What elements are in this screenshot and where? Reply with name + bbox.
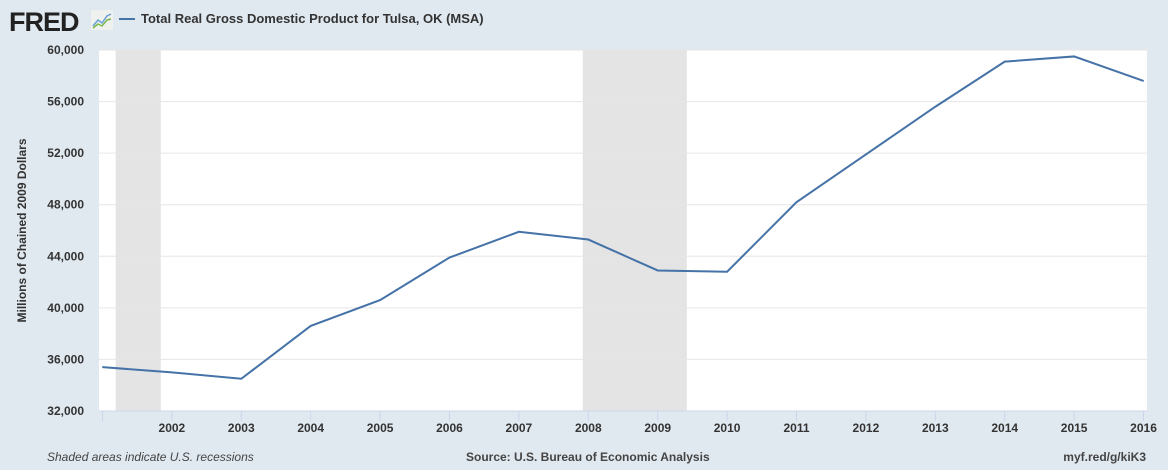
data-point <box>796 201 798 203</box>
recession-note: Shaded areas indicate U.S. recessions <box>47 450 254 464</box>
y-tick-label: 56,000 <box>47 95 84 109</box>
series-line <box>102 55 1144 380</box>
x-tick-label: 2004 <box>297 421 324 435</box>
x-tick-label: 2013 <box>922 421 949 435</box>
fred-chart-logo-icon <box>91 10 113 30</box>
y-tick-label: 36,000 <box>47 352 84 366</box>
x-tick-label: 2016 <box>1130 421 1157 435</box>
legend-label: Total Real Gross Domestic Product for Tu… <box>141 11 484 26</box>
data-point <box>448 257 450 259</box>
data-point <box>587 239 589 241</box>
y-tick-label: 52,000 <box>47 146 84 160</box>
y-tick-label: 60,000 <box>47 43 84 57</box>
recession-band <box>115 50 161 411</box>
data-point <box>1073 55 1075 57</box>
fred-logo[interactable]: FRED <box>9 7 79 37</box>
data-point <box>657 269 659 271</box>
x-tick-label: 2007 <box>506 421 533 435</box>
data-point <box>934 106 936 108</box>
legend-swatch <box>119 17 135 20</box>
x-tick-label: 2012 <box>853 421 880 435</box>
source-note: Source: U.S. Bureau of Economic Analysis <box>466 450 710 464</box>
data-point <box>310 325 312 327</box>
data-point <box>518 231 520 233</box>
data-point <box>240 378 242 380</box>
y-axis-label: Millions of Chained 2009 Dollars <box>15 138 29 322</box>
data-point <box>865 153 867 155</box>
x-tick-label: 2009 <box>644 421 671 435</box>
data-point <box>379 299 381 301</box>
recession-band <box>582 50 687 411</box>
data-point <box>171 371 173 373</box>
y-tick-label: 44,000 <box>47 249 84 263</box>
data-point <box>1143 80 1145 82</box>
y-tick-label: 32,000 <box>47 404 84 418</box>
x-tick-label: 2011 <box>783 421 809 435</box>
data-point <box>726 271 728 273</box>
data-point <box>1004 61 1006 63</box>
x-tick-label: 2008 <box>575 421 602 435</box>
x-tick-label: 2002 <box>159 421 186 435</box>
x-tick-label: 2005 <box>367 421 394 435</box>
y-tick-label: 48,000 <box>47 198 84 212</box>
x-tick-label: 2014 <box>991 421 1018 435</box>
chart-legend: Total Real Gross Domestic Product for Tu… <box>119 11 484 26</box>
short-url[interactable]: myf.red/g/kiK3 <box>1063 450 1146 464</box>
x-tick-label: 2006 <box>436 421 463 435</box>
y-tick-label: 40,000 <box>47 301 84 315</box>
data-point <box>101 366 103 368</box>
x-tick-label: 2015 <box>1061 421 1088 435</box>
x-tick-label: 2003 <box>228 421 255 435</box>
x-tick-label: 2010 <box>714 421 741 435</box>
